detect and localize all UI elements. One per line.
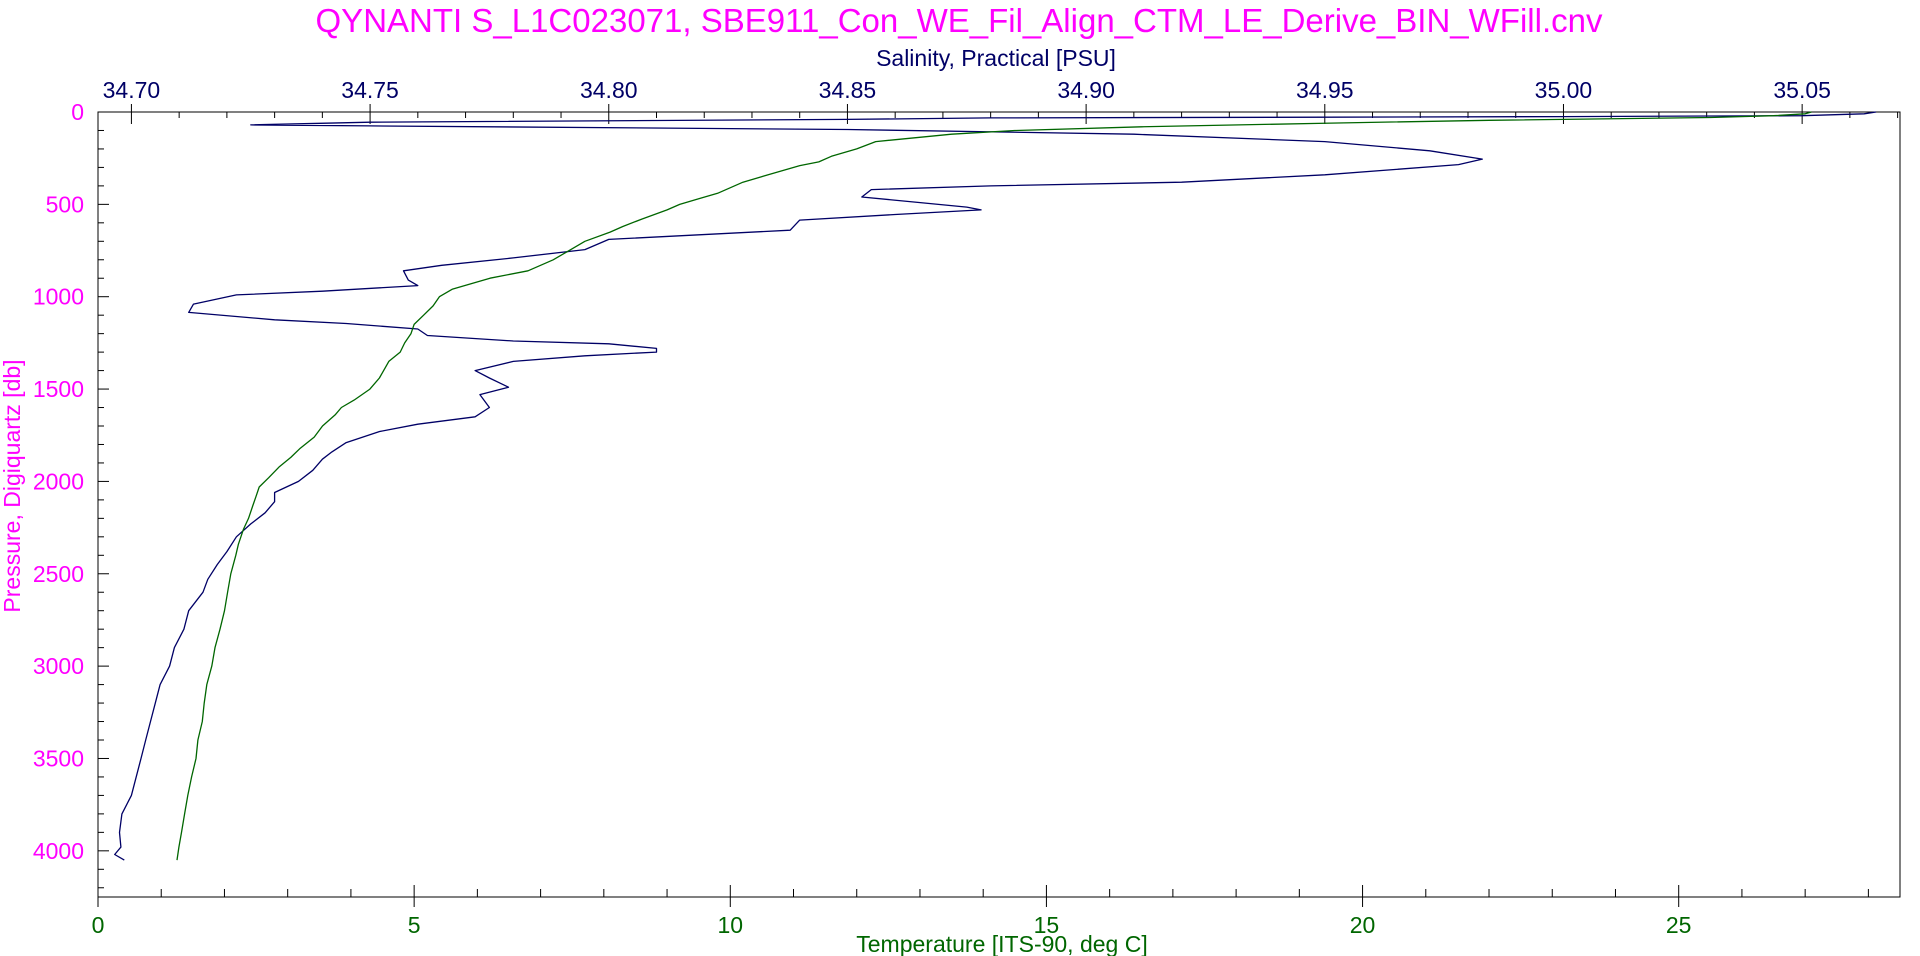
pressure-tick-label: 500 [46, 191, 84, 217]
ticks-layer: 0 500 1000 1500 2000 2500 3000 3500 4000 34.70 34.… [33, 77, 1899, 938]
temperature-tick-label: 15 [1034, 912, 1060, 938]
pressure-axis-label: Pressure, Digiquartz [db] [0, 359, 25, 612]
pressure-tick-label: 3000 [33, 653, 84, 679]
pressure-tick-label: 2000 [33, 468, 84, 494]
temperature-tick-label: 0 [92, 912, 105, 938]
salinity-axis-label: Salinity, Practical [PSU] [876, 45, 1116, 71]
temperature-profile-line [176, 111, 1812, 861]
plot-frame [97, 111, 1901, 898]
salinity-tick-label: 34.95 [1296, 77, 1354, 103]
pressure-tick-label: 0 [71, 99, 84, 125]
pressure-tick-label: 2500 [33, 561, 84, 587]
temperature-axis-label: Temperature [ITS-90, deg C] [856, 931, 1147, 956]
salinity-tick-label: 35.00 [1535, 77, 1593, 103]
salinity-tick-label: 34.85 [819, 77, 877, 103]
temperature-tick-label: 25 [1666, 912, 1692, 938]
salinity-tick-label: 35.05 [1773, 77, 1831, 103]
temperature-tick-label: 5 [408, 912, 421, 938]
temperature-tick-label: 20 [1350, 912, 1376, 938]
salinity-tick-label: 34.70 [103, 77, 161, 103]
series-layer [114, 111, 1877, 861]
pressure-tick-label: 3500 [33, 745, 84, 771]
salinity-tick-label: 34.90 [1057, 77, 1115, 103]
pressure-tick-label: 1500 [33, 376, 84, 402]
temperature-tick-label: 10 [717, 912, 743, 938]
salinity-tick-label: 34.75 [341, 77, 399, 103]
salinity-tick-label: 34.80 [580, 77, 638, 103]
pressure-tick-label: 4000 [33, 838, 84, 864]
pressure-tick-label: 1000 [33, 284, 84, 310]
chart-title: QYNANTI S_L1C023071, SBE911_Con_WE_Fil_A… [316, 2, 1603, 39]
salinity-profile-line [114, 111, 1877, 861]
